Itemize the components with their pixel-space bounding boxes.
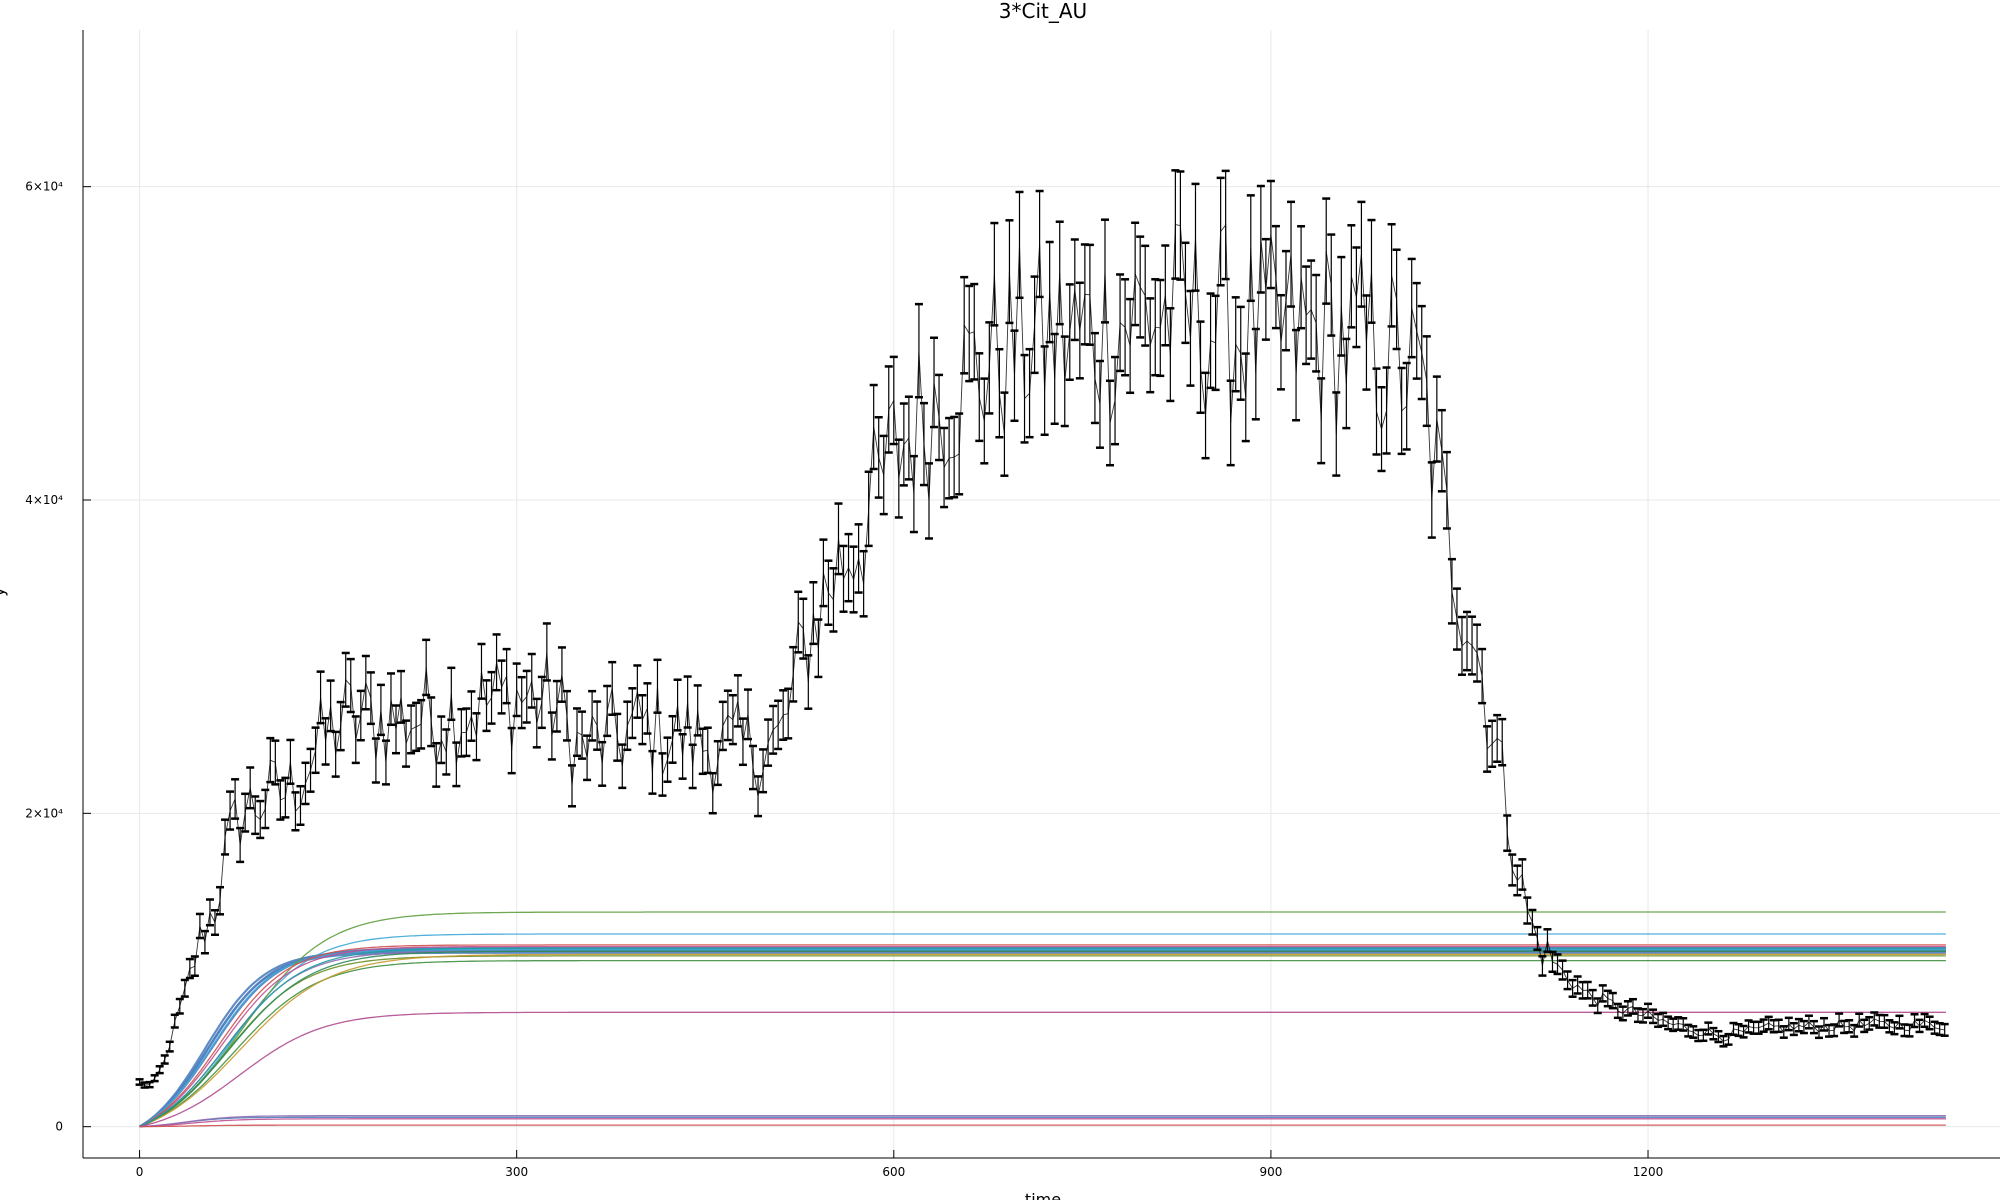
y-tick-label: 2×10⁴: [25, 806, 63, 820]
model-series-line: [139, 947, 1946, 1128]
observed-line: [139, 223, 1945, 1086]
model-series-line: [139, 1011, 1946, 1128]
model-series-line: [139, 1124, 1946, 1128]
y-axis-label: y: [0, 587, 8, 596]
x-axis-label: time: [1025, 1190, 1061, 1200]
model-series-line: [139, 955, 1946, 1128]
y-tick-label: 0: [55, 1120, 63, 1134]
model-series-line: [139, 945, 1946, 1128]
model-series-line: [139, 1118, 1946, 1128]
model-series-line: [139, 959, 1946, 1128]
model-series-line: [139, 933, 1946, 1128]
y-tick-label: 6×10⁴: [25, 180, 63, 194]
x-tick-label: 600: [882, 1165, 905, 1179]
model-series-line: [139, 948, 1946, 1128]
model-series-line: [139, 1115, 1946, 1128]
model-series-line: [139, 953, 1946, 1128]
observed-series: [135, 169, 1949, 1089]
model-series-line: [139, 911, 1946, 1128]
model-series-line: [139, 944, 1946, 1128]
x-tick-label: 1200: [1633, 1165, 1664, 1179]
x-tick-label: 300: [505, 1165, 528, 1179]
x-tick-label: 0: [136, 1165, 144, 1179]
y-tick-label: 4×10⁴: [25, 493, 63, 507]
model-series-line: [139, 950, 1946, 1128]
model-series-line: [139, 950, 1946, 1128]
grid: [83, 30, 2000, 1158]
model-series-line: [139, 948, 1946, 1128]
model-series: [139, 911, 1946, 1128]
chart-title: 3*Cit_AU: [999, 0, 1087, 23]
axes: 0 300 600 900 1200 0 2×10⁴ 4×10⁴ 6×10⁴: [25, 30, 2000, 1179]
model-series-line: [139, 951, 1946, 1128]
model-series-line: [139, 1116, 1946, 1128]
model-series-line: [139, 950, 1946, 1128]
model-series-line: [139, 947, 1946, 1128]
x-tick-label: 900: [1259, 1165, 1282, 1179]
